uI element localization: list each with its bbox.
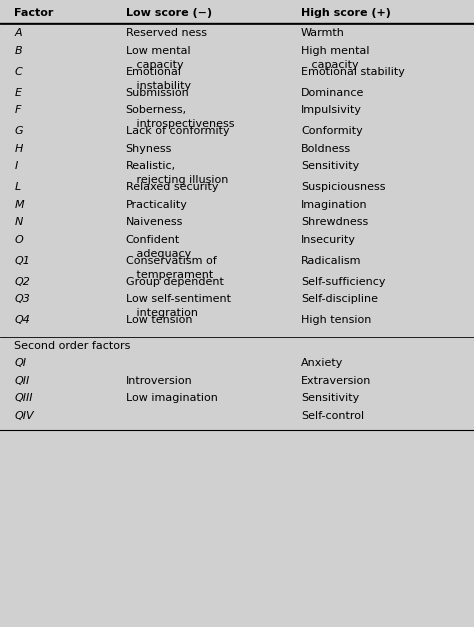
Text: Low mental: Low mental <box>126 46 190 56</box>
Text: QIV: QIV <box>14 411 34 421</box>
Text: I: I <box>14 161 18 171</box>
Text: Shrewdness: Shrewdness <box>301 218 368 228</box>
Text: Self-control: Self-control <box>301 411 364 421</box>
Text: L: L <box>14 182 20 192</box>
Text: Emotional: Emotional <box>126 67 182 77</box>
Text: Boldness: Boldness <box>301 144 351 154</box>
Text: Naiveness: Naiveness <box>126 218 183 228</box>
Text: Dominance: Dominance <box>301 88 365 98</box>
Text: Self-discipline: Self-discipline <box>301 294 378 304</box>
Text: M: M <box>14 200 24 210</box>
Text: F: F <box>14 105 20 115</box>
Text: Insecurity: Insecurity <box>301 235 356 245</box>
Text: Sensitivity: Sensitivity <box>301 393 359 403</box>
Text: B: B <box>14 46 22 56</box>
Text: Submission: Submission <box>126 88 189 98</box>
Text: adequacy: adequacy <box>126 249 191 259</box>
Text: Low tension: Low tension <box>126 315 192 325</box>
Text: QI: QI <box>14 359 26 369</box>
Text: Confident: Confident <box>126 235 180 245</box>
Text: Reserved ness: Reserved ness <box>126 28 207 38</box>
Text: Q1: Q1 <box>14 256 30 266</box>
Text: Second order factors: Second order factors <box>14 341 131 351</box>
Text: Q4: Q4 <box>14 315 30 325</box>
Text: High score (+): High score (+) <box>301 8 391 18</box>
Text: Low self-sentiment: Low self-sentiment <box>126 294 231 304</box>
Text: Group dependent: Group dependent <box>126 277 223 287</box>
Text: integration: integration <box>126 308 198 319</box>
Text: temperament: temperament <box>126 270 213 280</box>
Text: C: C <box>14 67 22 77</box>
Text: Lack of conformity: Lack of conformity <box>126 127 229 137</box>
Text: High mental: High mental <box>301 46 370 56</box>
Text: Relaxed security: Relaxed security <box>126 182 218 192</box>
Text: introspectiveness: introspectiveness <box>126 119 234 129</box>
Text: Practicality: Practicality <box>126 200 188 210</box>
Text: G: G <box>14 127 23 137</box>
Text: QII: QII <box>14 376 29 386</box>
Text: Introversion: Introversion <box>126 376 192 386</box>
Text: A: A <box>14 28 22 38</box>
Text: O: O <box>14 235 23 245</box>
Text: Warmth: Warmth <box>301 28 345 38</box>
Text: Conformity: Conformity <box>301 127 363 137</box>
Text: QIII: QIII <box>14 393 33 403</box>
Text: Factor: Factor <box>14 8 54 18</box>
Text: Shyness: Shyness <box>126 144 172 154</box>
Text: Self-sufficiency: Self-sufficiency <box>301 277 385 287</box>
Text: Sensitivity: Sensitivity <box>301 161 359 171</box>
Text: Suspiciousness: Suspiciousness <box>301 182 385 192</box>
Text: capacity: capacity <box>126 60 183 70</box>
Text: Low score (−): Low score (−) <box>126 8 212 18</box>
Text: Q2: Q2 <box>14 277 30 287</box>
Text: rejecting illusion: rejecting illusion <box>126 176 228 186</box>
Text: instability: instability <box>126 81 191 91</box>
Text: Anxiety: Anxiety <box>301 359 343 369</box>
Text: Low imagination: Low imagination <box>126 393 218 403</box>
Text: Radicalism: Radicalism <box>301 256 362 266</box>
Text: Emotional stability: Emotional stability <box>301 67 405 77</box>
Text: Impulsivity: Impulsivity <box>301 105 362 115</box>
Text: Soberness,: Soberness, <box>126 105 187 115</box>
Text: Realistic,: Realistic, <box>126 161 176 171</box>
Text: High tension: High tension <box>301 315 371 325</box>
Text: capacity: capacity <box>301 60 359 70</box>
Text: E: E <box>14 88 21 98</box>
Text: N: N <box>14 218 23 228</box>
Text: Q3: Q3 <box>14 294 30 304</box>
Text: Extraversion: Extraversion <box>301 376 371 386</box>
Text: Conservatism of: Conservatism of <box>126 256 216 266</box>
Text: H: H <box>14 144 23 154</box>
Text: Imagination: Imagination <box>301 200 368 210</box>
